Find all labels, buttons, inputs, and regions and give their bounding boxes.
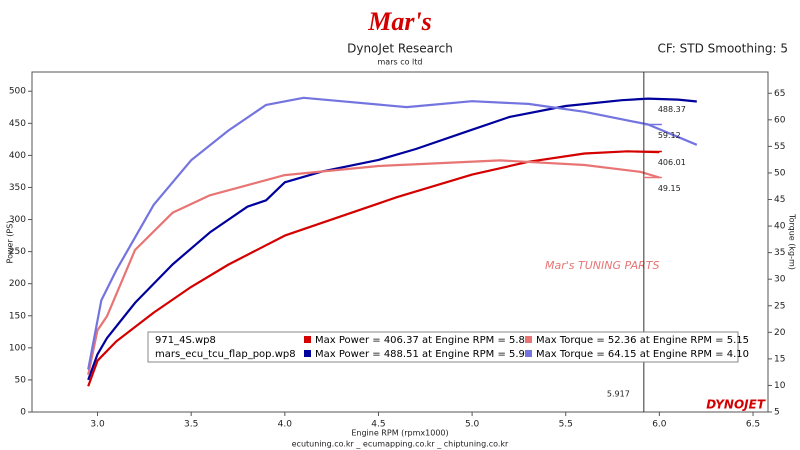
series-line: [87, 150, 660, 387]
legend-swatch: [525, 336, 532, 343]
x-tick-label: 5.0: [465, 420, 480, 430]
y-tick-label: 350: [9, 183, 26, 193]
legend-box: [147, 331, 739, 363]
x-tick-label: 3.5: [184, 420, 198, 430]
y2-tick-label: 45: [774, 195, 785, 205]
y-tick-label: 500: [9, 87, 26, 97]
x-tick-label: 5.5: [559, 420, 573, 430]
y2-tick-label: 25: [774, 301, 785, 311]
cursor-readout: 488.37: [658, 105, 686, 114]
footer: ecutuning.co.kr _ ecumapping.co.kr _ chi…: [292, 440, 509, 449]
y2-tick-label: 15: [774, 354, 785, 364]
x-tick-label: 6.0: [652, 420, 667, 430]
y-tick-label: 250: [9, 247, 26, 257]
cursor-label: 5.917: [607, 390, 630, 399]
series-line: [87, 96, 698, 370]
y-tick-label: 0: [20, 408, 26, 418]
legend-entry: Max Torque = 64.15 at Engine RPM = 4.10: [536, 349, 749, 360]
legend-swatch: [525, 350, 532, 357]
brand-logo: DYNOJET: [706, 398, 766, 412]
legend-swatch: [304, 350, 311, 357]
y-tick-label: 150: [9, 311, 26, 321]
cursor-readout: 406.01: [658, 158, 686, 167]
y-tick-label: 400: [9, 151, 26, 161]
logo: Mar's: [367, 7, 432, 36]
chart-title: DynoJet Research: [347, 42, 453, 56]
x-tick-label: 6.5: [746, 420, 760, 430]
y2-tick-label: 65: [774, 89, 785, 99]
x-tick-label: 4.0: [278, 420, 293, 430]
series-line: [87, 159, 660, 376]
y-tick-label: 450: [9, 119, 26, 129]
cursor-readout: 49.15: [658, 184, 681, 193]
y2-tick-label: 20: [774, 328, 786, 338]
y-tick-label: 300: [9, 215, 26, 225]
cursor-readout: 59.12: [658, 131, 681, 140]
y-tick-label: 100: [9, 343, 26, 353]
legend-entry: Max Power = 406.37 at Engine RPM = 5.83: [315, 335, 531, 346]
plot-frame: [31, 71, 769, 413]
y2-tick-label: 60: [774, 115, 786, 125]
y-tick-label: 50: [15, 375, 27, 385]
y2-tick-label: 35: [774, 248, 785, 258]
watermark: Mar's TUNING PARTS: [545, 259, 659, 272]
y2-tick-label: 10: [774, 381, 786, 391]
legend-swatch: [304, 336, 311, 343]
y2-axis-title: Torque (kg-m): [788, 213, 797, 270]
chart-subtitle: mars co ltd: [378, 58, 423, 67]
y-tick-label: 200: [9, 279, 26, 289]
y2-tick-label: 55: [774, 142, 785, 152]
legend-entry: Max Power = 488.51 at Engine RPM = 5.94: [315, 349, 531, 360]
legend-entry: Max Torque = 52.36 at Engine RPM = 5.15: [536, 335, 749, 346]
y2-tick-label: 50: [774, 168, 786, 178]
y2-tick-label: 5: [774, 408, 780, 418]
x-axis-title: Engine RPM (rpmx1000): [351, 429, 448, 438]
x-tick-label: 4.5: [371, 420, 385, 430]
x-tick-label: 3.0: [90, 420, 105, 430]
legend-file: mars_ecu_tcu_flap_pop.wp8: [155, 349, 296, 360]
settings-text: CF: STD Smoothing: 5: [657, 42, 788, 56]
y-axis-title: Power (PS): [6, 221, 15, 264]
legend-file: 971_4S.wp8: [155, 335, 216, 346]
y2-tick-label: 40: [774, 222, 786, 232]
y2-tick-label: 30: [774, 275, 786, 285]
